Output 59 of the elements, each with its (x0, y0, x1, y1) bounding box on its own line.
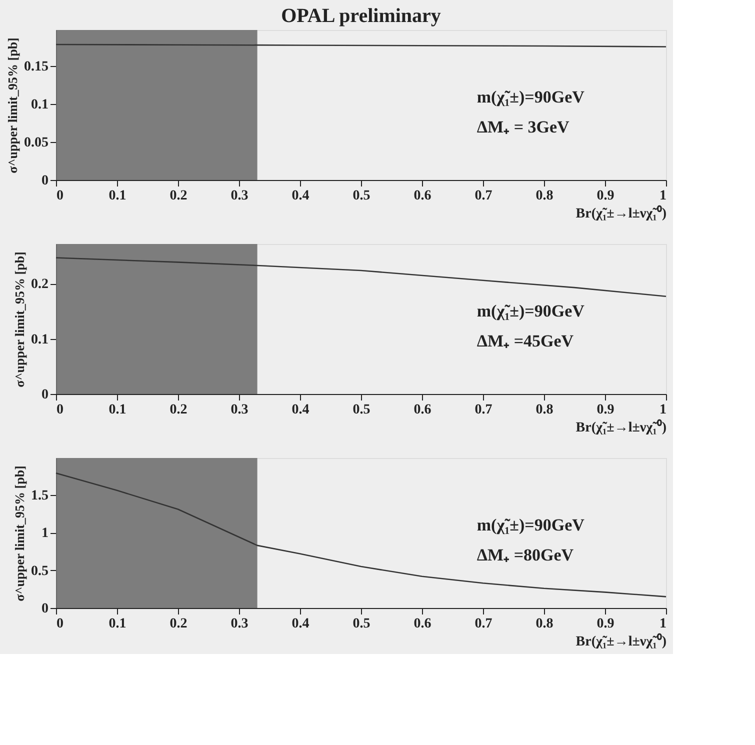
x-tick-label: 0.9 (596, 616, 614, 632)
x-tick-label: 0.3 (230, 402, 248, 418)
y-tick-label: 1.5 (31, 488, 48, 504)
x-axis-title: Br(χ̃₁±→l±νχ̃₁⁰) (576, 632, 667, 650)
x-tick-label: 0.6 (414, 616, 432, 632)
annotation: m(χ̃₁±)=90GeV (476, 302, 586, 320)
x-tick-label: 1 (660, 616, 666, 632)
x-tick-label: 0.7 (474, 402, 492, 418)
y-tick-label: 0 (42, 388, 48, 402)
x-axis-title: Br(χ̃₁±→l±νχ̃₁⁰) (576, 204, 667, 222)
x-tick-label: 0.8 (536, 616, 554, 632)
y-axis-title: σ^upper limit_95% [pb] (12, 466, 27, 602)
y-tick-label: 0.2 (31, 277, 48, 292)
x-tick-label: 0.3 (230, 188, 248, 204)
x-tick-label: 0.4 (292, 616, 310, 632)
line-series (55, 257, 667, 298)
x-tick-label: 0.5 (352, 402, 370, 418)
x-tick-label: 0.2 (170, 616, 188, 632)
y-tick-label: 1 (42, 526, 48, 542)
y-tick-label: 0.1 (31, 97, 48, 112)
x-tick-label: 0.5 (352, 616, 370, 632)
y-tick-label: 0.05 (24, 135, 48, 150)
x-tick-label: 0.8 (536, 188, 554, 204)
x-tick-label: 0.9 (596, 188, 614, 204)
x-tick-label: 0.4 (292, 402, 310, 418)
x-axis-title: Br(χ̃₁±→l±νχ̃₁⁰) (576, 418, 667, 436)
y-axis-title: σ^upper limit_95% [pb] (12, 252, 27, 388)
line-series (55, 472, 667, 598)
x-tick-label: 0.8 (536, 402, 554, 418)
annotation: ΔM₊ =80GeV (476, 546, 574, 564)
x-tick-label: 0.1 (108, 188, 126, 204)
x-tick-label: 0.2 (170, 188, 188, 204)
y-tick-label: 0 (42, 174, 48, 188)
x-tick-label: 0.1 (108, 616, 126, 632)
annotation: m(χ̃₁±)=90GeV (476, 516, 586, 534)
chart-title: OPAL preliminary (281, 5, 441, 27)
x-tick-label: 1 (660, 188, 666, 204)
annotation: m(χ̃₁±)=90GeV (476, 88, 586, 106)
x-tick-label: 1 (660, 402, 666, 418)
x-tick-label: 0.2 (170, 402, 188, 418)
y-axis-title: σ^upper limit_95% [pb] (5, 38, 20, 174)
x-tick-label: 0 (56, 402, 64, 418)
y-tick-label: 0 (42, 602, 48, 616)
x-tick-label: 0.4 (292, 188, 310, 204)
y-tick-label: 0.15 (24, 59, 48, 74)
x-tick-label: 0.9 (596, 402, 614, 418)
x-tick-label: 0 (56, 616, 64, 632)
x-tick-label: 0.1 (108, 402, 126, 418)
x-tick-label: 0.7 (474, 616, 492, 632)
x-tick-label: 0.6 (414, 188, 432, 204)
x-tick-label: 0.7 (474, 188, 492, 204)
annotation: ΔM₊ = 3GeV (476, 118, 570, 136)
x-tick-label: 0.5 (352, 188, 370, 204)
x-tick-label: 0.3 (230, 616, 248, 632)
y-tick-label: 0.5 (31, 564, 48, 579)
x-tick-label: 0 (56, 188, 64, 204)
x-tick-label: 0.6 (414, 402, 432, 418)
annotation: ΔM₊ =45GeV (476, 332, 574, 350)
y-tick-label: 0.1 (31, 332, 48, 348)
